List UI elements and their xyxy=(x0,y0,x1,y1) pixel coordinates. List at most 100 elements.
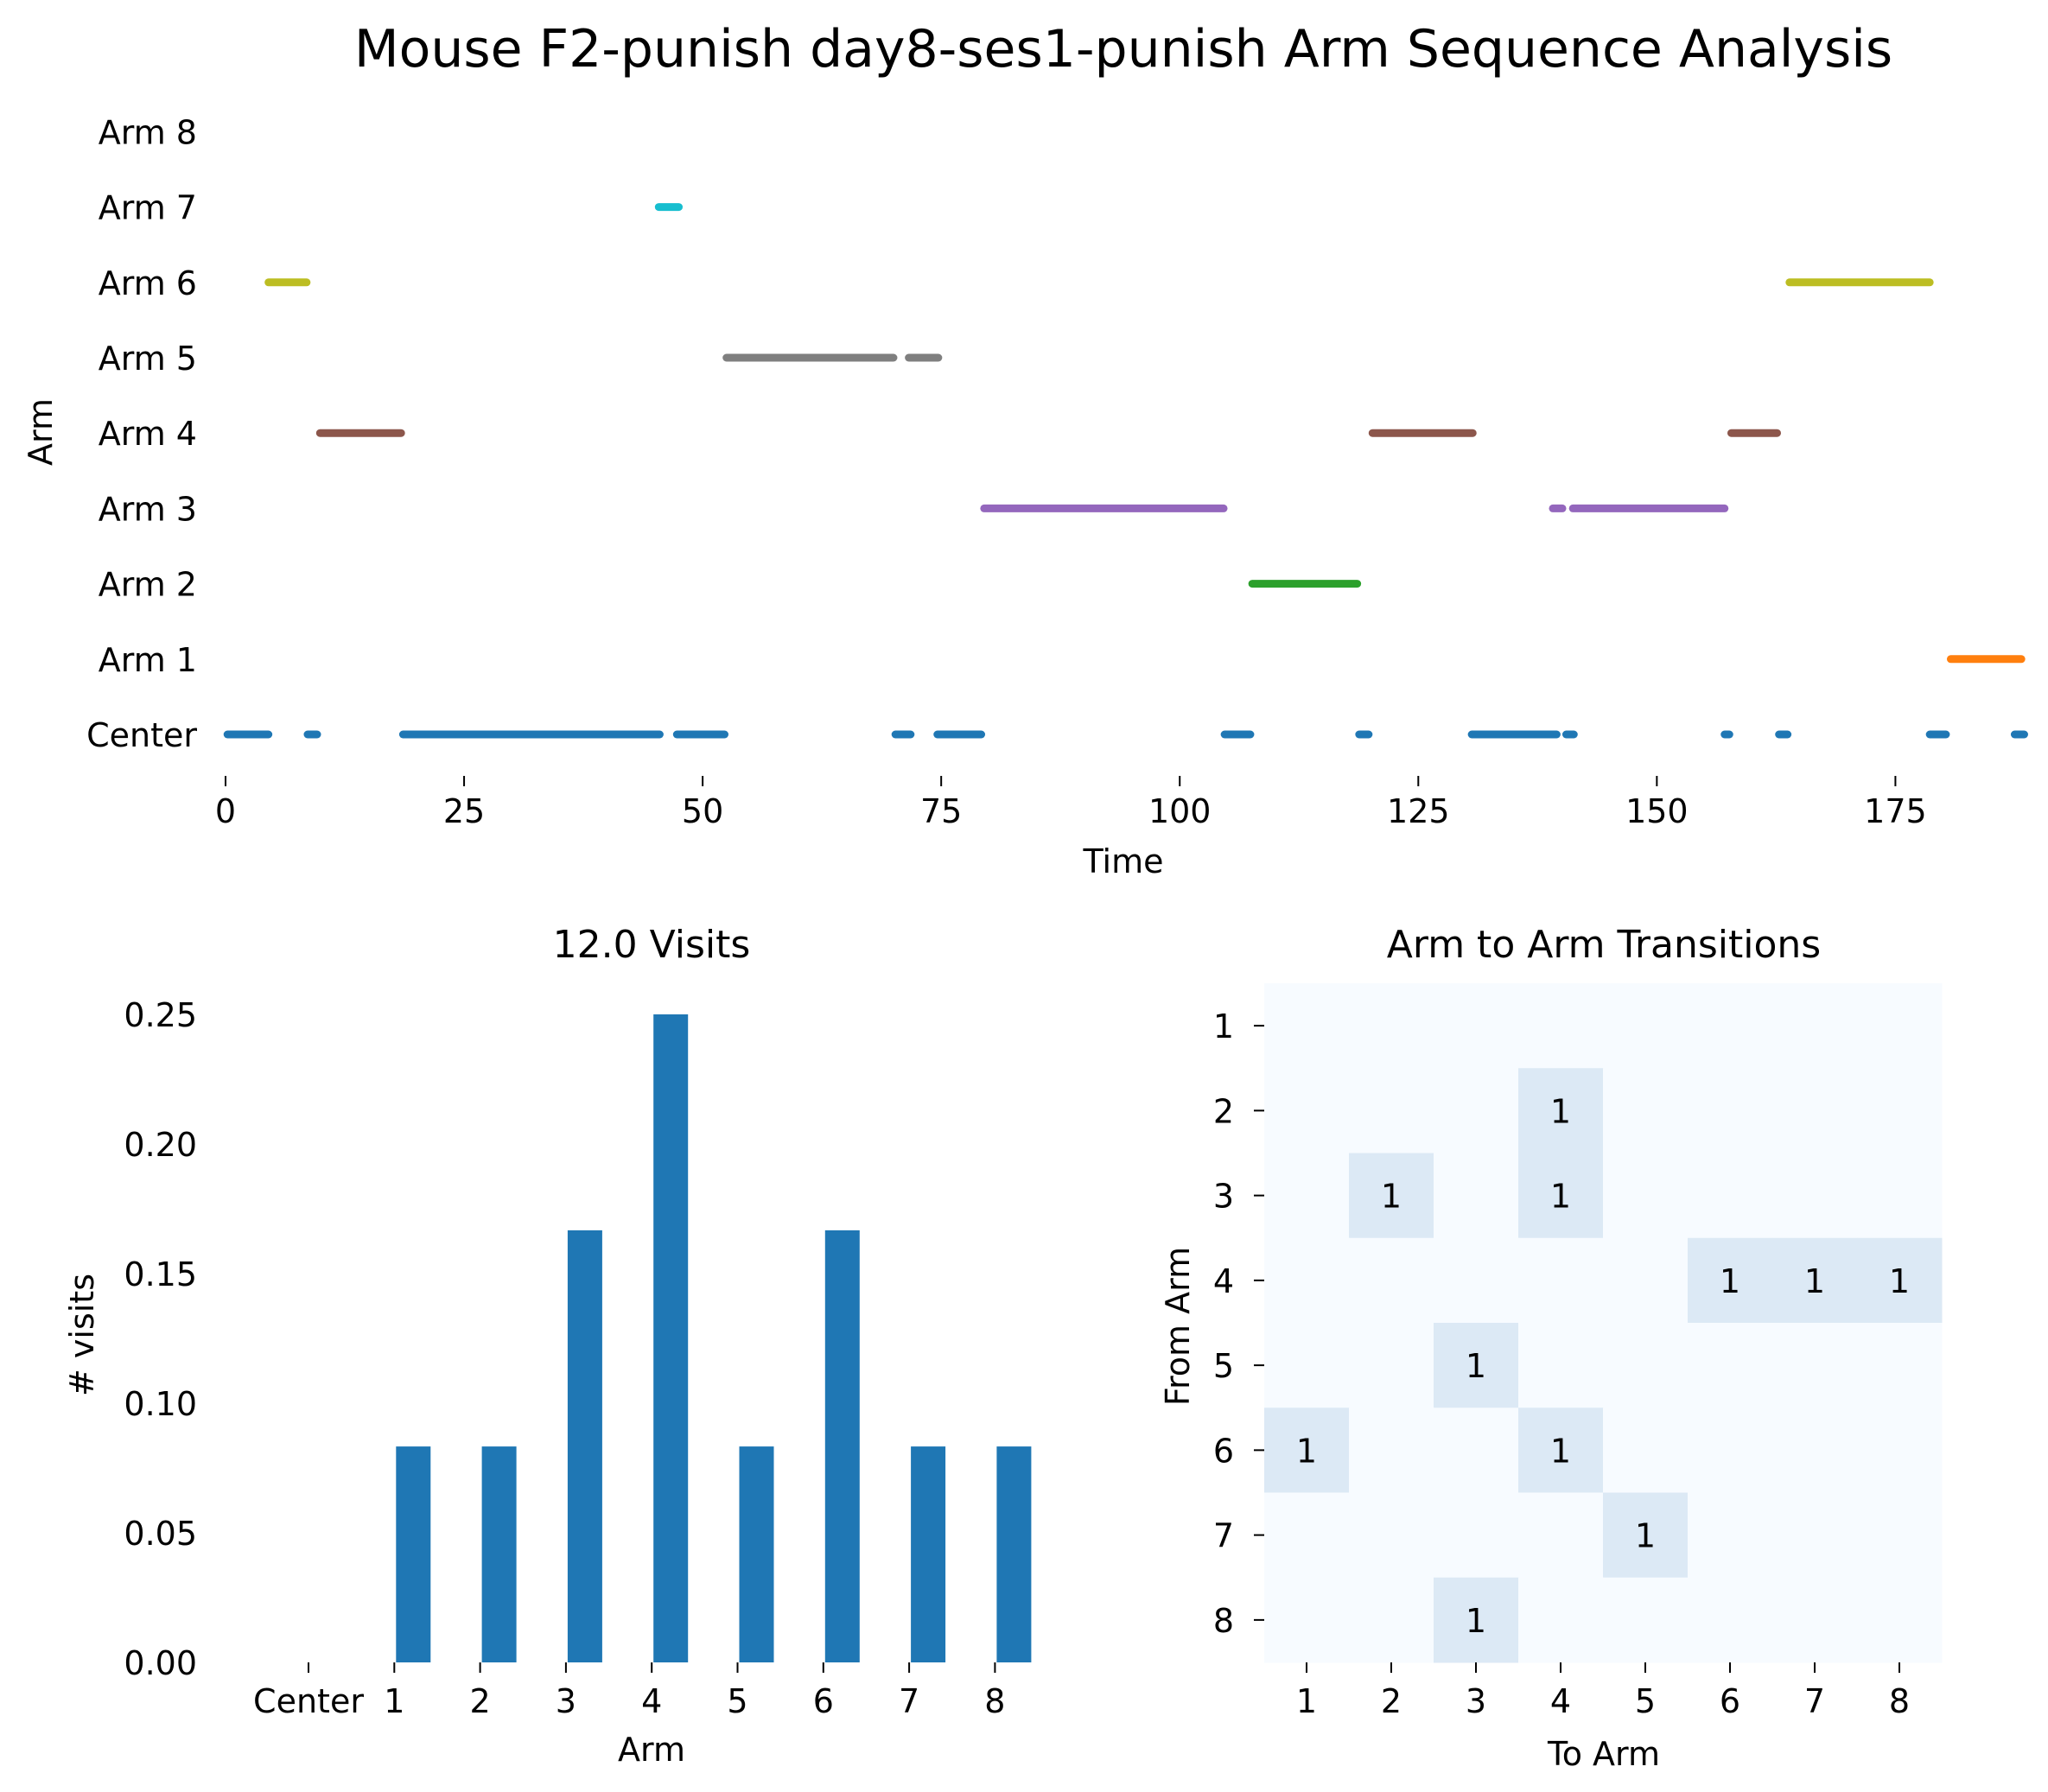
sequence-x-ticks: 0 25 50 75 100 125 150 175 xyxy=(215,776,1927,830)
transitions-y-tick-label: 2 xyxy=(1213,1092,1234,1130)
visits-y-tick-label: 0.00 xyxy=(124,1644,197,1682)
transition-cell xyxy=(1518,1237,1604,1324)
transition-cell xyxy=(1772,1323,1858,1408)
transition-cell xyxy=(1264,1323,1350,1408)
sequence-x-tick-label: 175 xyxy=(1864,792,1927,830)
transition-cell xyxy=(1349,1323,1434,1408)
transitions-y-label: From Arm xyxy=(1159,1247,1197,1406)
transition-cell xyxy=(1857,983,1943,1069)
transition-cell xyxy=(1264,1577,1350,1663)
transition-cell xyxy=(1349,1068,1434,1153)
transition-cell xyxy=(1688,1153,1773,1239)
visits-bar xyxy=(824,1230,860,1662)
sequence-x-tick-label: 125 xyxy=(1387,792,1450,830)
sequence-y-tick-label: Arm 7 xyxy=(99,189,197,227)
visits-bars xyxy=(396,1014,1032,1662)
visits-x-label: Arm xyxy=(618,1731,685,1769)
visits-bar xyxy=(653,1014,689,1662)
transition-cell xyxy=(1349,1577,1434,1663)
visits-x-tick-label: 1 xyxy=(384,1682,404,1720)
sequence-x-tick-label: 0 xyxy=(215,792,236,830)
transitions-x-label: To Arm xyxy=(1547,1735,1660,1773)
transition-cell xyxy=(1349,1237,1434,1324)
sequence-y-tick-label: Arm 8 xyxy=(99,113,197,151)
visits-x-tick-label: 2 xyxy=(470,1682,491,1720)
visits-title: 12.0 Visits xyxy=(553,923,751,967)
transition-cell xyxy=(1264,983,1350,1069)
transition-cell xyxy=(1349,983,1434,1069)
transition-cell xyxy=(1688,1408,1773,1493)
transition-cell xyxy=(1434,1237,1519,1324)
visits-panel: 12.0 Visits 0.00 0.05 0.10 0.15 0.20 0.25 Cen… xyxy=(63,923,1032,1769)
transition-cell xyxy=(1772,1408,1858,1493)
transition-cell xyxy=(1603,1323,1689,1408)
visits-y-tick-label: 0.20 xyxy=(124,1126,197,1164)
sequence-x-tick-label: 50 xyxy=(682,792,723,830)
transitions-y-tick-label: 4 xyxy=(1213,1262,1234,1300)
sequence-x-label: Time xyxy=(1083,842,1164,880)
transitions-y-tick-label: 5 xyxy=(1213,1347,1234,1385)
transition-cell xyxy=(1518,1577,1604,1663)
transition-cell xyxy=(1603,983,1689,1069)
transition-cell xyxy=(1349,1408,1434,1493)
transition-cell xyxy=(1603,1237,1689,1324)
transition-cell xyxy=(1434,1577,1519,1663)
transition-cell-label: 1 xyxy=(1804,1262,1825,1300)
sequence-y-label: Arm xyxy=(22,398,60,466)
transition-cell xyxy=(1857,1408,1943,1493)
visits-y-ticks: 0.00 0.05 0.10 0.15 0.20 0.25 xyxy=(124,996,197,1682)
figure-title: Mouse F2-punish day8-ses1-punish Arm Seq… xyxy=(354,19,1892,79)
sequence-y-tick-label: Arm 1 xyxy=(99,641,197,679)
visits-bar xyxy=(996,1446,1032,1662)
transition-cell xyxy=(1349,1153,1434,1239)
transitions-x-tick-label: 6 xyxy=(1720,1682,1740,1720)
transition-cell-label: 1 xyxy=(1466,1602,1486,1640)
transitions-x-tick-label: 4 xyxy=(1550,1682,1571,1720)
transition-cell xyxy=(1688,1237,1773,1324)
transition-cell xyxy=(1264,1408,1350,1493)
transition-cell xyxy=(1603,1153,1689,1239)
transition-cell xyxy=(1772,1492,1858,1579)
visits-bar xyxy=(739,1446,774,1662)
transitions-x-tick-label: 7 xyxy=(1804,1682,1825,1720)
transition-cell-label: 1 xyxy=(1296,1432,1317,1470)
transitions-y-tick-label: 3 xyxy=(1213,1178,1234,1216)
sequence-y-tick-label: Arm 2 xyxy=(99,566,197,604)
transitions-y-tick-label: 7 xyxy=(1213,1517,1234,1555)
transitions-y-tick-label: 8 xyxy=(1213,1602,1234,1640)
transition-cell xyxy=(1264,1237,1350,1324)
transitions-x-tick-label: 3 xyxy=(1466,1682,1486,1720)
transitions-y-tick-label: 1 xyxy=(1213,1007,1234,1045)
sequence-x-tick-label: 75 xyxy=(920,792,962,830)
transition-cell xyxy=(1264,1153,1350,1239)
transition-cell xyxy=(1349,1492,1434,1579)
transitions-title: Arm to Arm Transitions xyxy=(1387,923,1821,967)
sequence-segments xyxy=(223,203,2028,739)
transition-cell xyxy=(1434,1408,1519,1493)
transition-cell xyxy=(1434,1492,1519,1579)
visits-bar xyxy=(481,1446,517,1662)
visits-x-tick-label: 3 xyxy=(556,1682,576,1720)
transitions-x-tick-label: 5 xyxy=(1635,1682,1656,1720)
transition-cell-label: 1 xyxy=(1550,1178,1571,1216)
visits-bar xyxy=(396,1446,431,1662)
transition-cell-label: 1 xyxy=(1550,1432,1571,1470)
transition-cell xyxy=(1688,1068,1773,1153)
sequence-y-tick-label: Arm 4 xyxy=(99,415,197,453)
visits-bar xyxy=(911,1446,946,1662)
sequence-y-ticks: Center Arm 1 Arm 2 Arm 3 Arm 4 Arm 5 Arm 6 Arm … xyxy=(86,113,197,754)
visits-x-tick-label: 5 xyxy=(727,1682,747,1720)
transition-cell xyxy=(1603,1408,1689,1493)
sequence-y-tick-label: Center xyxy=(86,716,197,754)
transition-cell xyxy=(1434,1323,1519,1408)
sequence-x-tick-label: 150 xyxy=(1625,792,1689,830)
sequence-panel: Center Arm 1 Arm 2 Arm 3 Arm 4 Arm 5 Arm 6 Arm … xyxy=(22,113,2028,880)
transition-cell xyxy=(1603,1068,1689,1153)
visits-y-tick-label: 0.10 xyxy=(124,1385,197,1423)
transition-cell xyxy=(1772,983,1858,1069)
transition-cell xyxy=(1434,1068,1519,1153)
transitions-panel: Arm to Arm Transitions 1 1 1 1 1 1 1 1 1 1 1 1 2 3 4 5… xyxy=(1159,923,1943,1773)
transition-cell xyxy=(1603,1577,1689,1663)
transitions-x-tick-label: 8 xyxy=(1889,1682,1910,1720)
visits-x-ticks: Center 1 2 3 4 5 6 7 8 xyxy=(253,1662,1005,1720)
